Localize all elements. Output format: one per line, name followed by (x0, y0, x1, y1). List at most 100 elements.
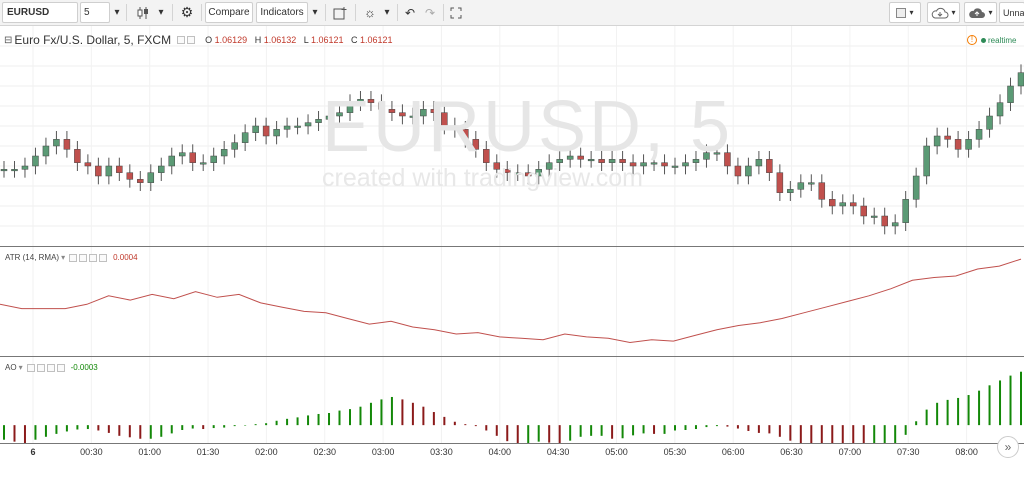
alert-icon[interactable] (329, 2, 351, 23)
atr-settings-icon[interactable] (79, 253, 88, 262)
ao-value: -0.0003 (70, 363, 98, 372)
ao-settings-icon[interactable] (36, 363, 45, 372)
symbol-label: EURUSD (7, 7, 50, 18)
candle-body (273, 129, 280, 137)
candle-body (818, 182, 826, 200)
candle-body (32, 155, 39, 167)
low-value: 1.06121 (310, 35, 344, 45)
candle-body (933, 135, 941, 147)
ao-dropdown-icon[interactable]: ▾ (18, 363, 23, 372)
chart-area[interactable]: EURUSD, 5 created with tradingview.com ⊟… (0, 26, 1024, 469)
candle-body (178, 152, 186, 157)
candle-body (839, 202, 847, 207)
cloud-load-icon[interactable]: ▾ (927, 2, 960, 23)
candle-body (891, 222, 899, 227)
candle-body (42, 145, 50, 157)
candle-body (84, 162, 92, 167)
candles-style-icon[interactable] (132, 2, 154, 23)
time-tick-label: 06:30 (780, 447, 803, 457)
candle-body (325, 115, 333, 120)
settings-gear-icon[interactable]: ⚙ (180, 4, 194, 20)
ideas-lightbulb-icon[interactable]: ☼ (364, 5, 376, 20)
time-axis[interactable]: 6 00:30 01:00 01:30 02:00 02:30 03:00 03:30 04:0… (0, 443, 1024, 469)
candle-body (965, 139, 972, 150)
indicators-button[interactable]: Indicators (256, 2, 308, 23)
candle-body (137, 179, 144, 183)
candle-body (808, 182, 815, 185)
time-tick-label: 05:30 (663, 447, 687, 457)
fullscreen-icon[interactable] (446, 2, 466, 23)
interval-selector[interactable]: 5 (80, 2, 110, 23)
candle-body (692, 159, 700, 163)
ao-legend: AO ▾ -0.0003 (5, 363, 98, 372)
layout-name-button[interactable]: Unna (999, 2, 1024, 23)
candle-body (462, 129, 469, 140)
candle-body (367, 99, 375, 103)
time-tick-label: 07:00 (838, 447, 862, 457)
ao-add-icon[interactable] (46, 363, 55, 372)
series-title: Euro Fx/U.S. Dollar, 5, FXCM (14, 33, 172, 47)
candle-body (996, 102, 1004, 117)
ao-hide-icon[interactable] (26, 363, 35, 372)
atr-legend: ATR (14, RMA) ▾ 0.0004 (5, 253, 138, 262)
candle-body (252, 125, 259, 133)
candle-body (189, 152, 196, 163)
atr-add-icon[interactable] (89, 253, 98, 262)
candle-body (703, 152, 710, 160)
scroll-to-realtime-icon[interactable]: » (997, 436, 1019, 458)
ao-title: AO (5, 363, 17, 372)
hide-series-icon[interactable] (177, 36, 186, 44)
indicators-label: Indicators (260, 7, 304, 18)
style-dropdown-icon[interactable]: ▾ (158, 7, 164, 18)
candle-body (147, 172, 155, 183)
open-label: O (205, 35, 213, 45)
warning-icon[interactable]: ! (967, 35, 977, 45)
candle-body (74, 149, 81, 163)
open-value: 1.06129 (214, 35, 248, 45)
candle-body (346, 102, 354, 113)
candle-body (336, 112, 343, 117)
atr-hide-icon[interactable] (69, 253, 78, 262)
candle-body (262, 125, 270, 137)
chart-canvas[interactable] (0, 26, 1024, 469)
candle-body (598, 159, 605, 163)
cloud-save-icon[interactable]: ▾ (964, 2, 997, 23)
layout-square-icon[interactable]: ▾ (889, 2, 921, 23)
candle-body (294, 125, 301, 128)
collapse-icon[interactable]: ⊟ (4, 34, 13, 46)
ideas-dropdown-icon[interactable]: ▾ (384, 7, 390, 18)
candle-body (912, 175, 920, 200)
candle-body (629, 162, 637, 167)
candle-body (650, 162, 658, 165)
close-value: 1.06121 (360, 35, 393, 45)
candle-body (860, 205, 867, 217)
candle-body (545, 162, 553, 170)
indicators-dropdown-icon[interactable]: ▾ (312, 7, 318, 18)
time-tick-label: 6 (30, 447, 36, 457)
ao-close-icon[interactable] (56, 363, 65, 372)
candle-body (430, 109, 438, 113)
candle-body (587, 159, 595, 162)
candle-body (451, 125, 459, 130)
interval-dropdown-icon[interactable]: ▾ (114, 7, 120, 18)
time-tick-label: 08:00 (955, 447, 978, 457)
candle-body (1017, 72, 1024, 87)
high-value: 1.06132 (263, 35, 297, 45)
redo-icon[interactable]: ↷ (424, 5, 436, 20)
candle-body (514, 172, 521, 175)
candle-body (608, 159, 616, 163)
symbol-search-input[interactable]: EURUSD (2, 2, 78, 23)
compare-button[interactable]: Compare (205, 2, 253, 23)
candle-body (220, 149, 228, 157)
compare-label: Compare (208, 7, 250, 18)
candle-body (535, 169, 542, 177)
candle-body (53, 139, 60, 147)
candle-body (105, 165, 113, 177)
watermark-credit: created with tradingview.com (322, 164, 643, 192)
series-settings-icon[interactable] (187, 36, 196, 44)
atr-close-icon[interactable] (99, 253, 108, 262)
undo-icon[interactable]: ↶ (404, 5, 416, 20)
candle-body (954, 139, 962, 150)
atr-dropdown-icon[interactable]: ▾ (61, 253, 66, 262)
